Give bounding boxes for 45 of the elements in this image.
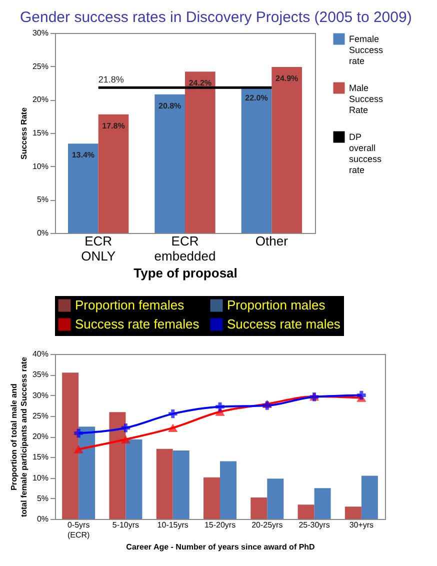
x-tick-label: 25-30yrs [298,520,330,530]
x-tick-label: 10-15yrs [157,520,188,530]
legend-label: Proportion females [75,298,185,313]
y-tick-label: 10% [32,473,48,482]
x-axis-title: Career Age - Number of years since award of PhD [126,542,316,552]
y-tick-label: 15% [32,452,48,462]
x-tick-label: Other [255,234,289,248]
x-tick-label: 15-20yrs [204,520,236,530]
legend-label: Proportion males [227,298,326,313]
y-tick-label: 0% [36,514,48,524]
y-tick-label: 35% [32,370,48,380]
x-axis-title: Type of proposal [134,266,238,280]
legend-label: Male Success Rate [349,83,384,115]
data-label: 17.8% [102,121,125,130]
y-tick-label: 15% [32,128,48,138]
y-tick-label: 5% [36,195,48,204]
x-tick-label: 20-25yrs [252,520,283,530]
y-tick-label: 25% [32,62,48,71]
legend-label: Success rate females [75,316,200,332]
data-label: 22.0% [245,93,268,102]
y-tick-label: 40% [32,350,48,358]
y-tick-label: 20% [32,432,48,441]
data-label: 20.8% [158,101,182,110]
data-label: 24.2% [188,78,212,88]
data-label: 21.8% [98,74,124,85]
data-label: 24.9% [275,74,298,83]
y-tick-label: 5% [36,494,48,503]
y-axis-title: Success Rate [19,106,28,160]
y-tick-label: 30% [32,28,48,38]
y-tick-label: 0% [36,228,48,238]
data-label: 13.4% [72,150,95,160]
x-tick-label: 5-10yrs [112,520,140,530]
chart-title: Gender success rates in Discovery Projects (2005 to 2009) [20,9,412,26]
legend-label: Success rate males [227,316,341,332]
x-tick-label: ECR embedded [154,234,216,264]
x-tick-label: ECR ONLY [81,234,116,264]
x-tick-label: 30+yrs [349,520,374,530]
legend-label: DP overall success rate [349,132,382,175]
y-axis-title: Proportion of total male and total female participants and Success rate [9,356,28,518]
y-tick-label: 10% [32,162,48,171]
x-tick-label: 0-5yrs (ECR) [67,520,90,540]
y-tick-label: 25% [32,411,48,420]
y-tick-label: 30% [32,390,48,400]
legend-label: Female Success rate [349,34,384,66]
y-tick-label: 20% [32,95,48,104]
